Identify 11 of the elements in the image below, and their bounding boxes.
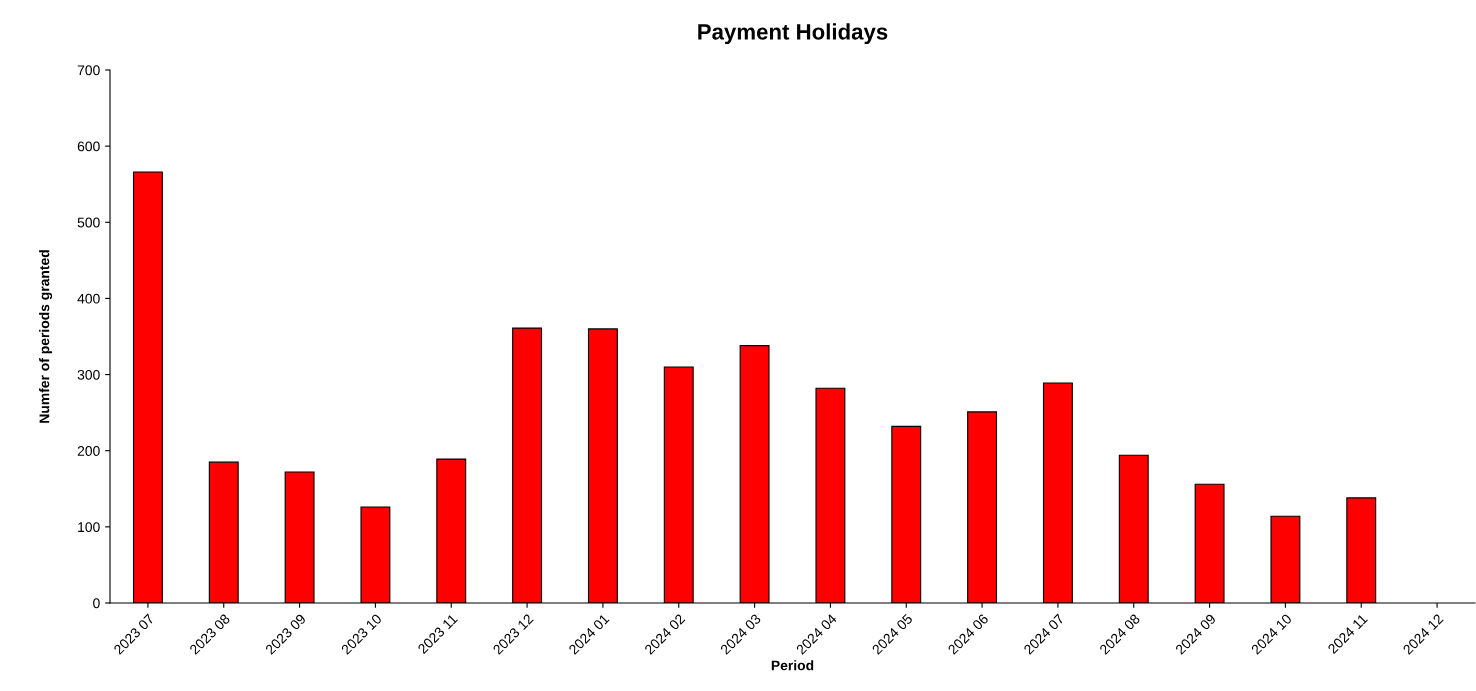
y-tick-label: 400 <box>77 293 100 304</box>
y-tick-label: 200 <box>77 446 100 456</box>
x-axis-title: Period <box>771 660 814 671</box>
y-tick-label: 600 <box>77 141 100 152</box>
y-tick-label: 700 <box>77 65 100 76</box>
y-tick-label: 0 <box>93 598 100 609</box>
chart-title: Payment Holidays <box>698 23 888 45</box>
y-tick-label: 100 <box>78 522 100 533</box>
y-tick-label: 300 <box>77 369 100 380</box>
y-axis-title: Numfer of periods granted <box>39 250 53 423</box>
y-tick-label: 500 <box>77 217 100 228</box>
